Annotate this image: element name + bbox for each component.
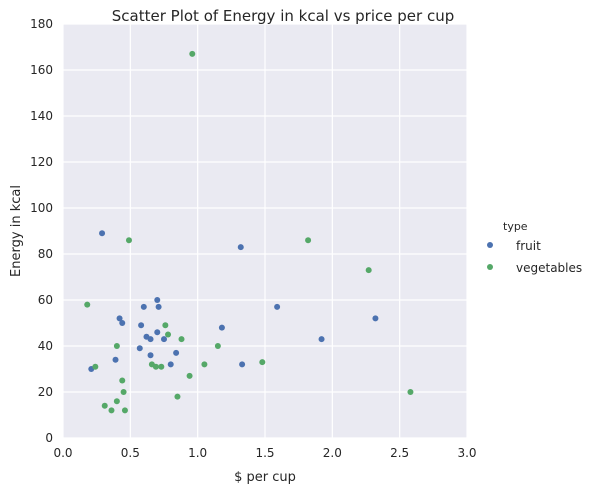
data-point-fruit bbox=[154, 329, 161, 336]
data-points bbox=[84, 50, 414, 414]
y-tick-label: 40 bbox=[38, 339, 53, 353]
legend-label-fruit: fruit bbox=[516, 239, 541, 253]
y-tick-label: 20 bbox=[38, 385, 53, 399]
data-point-vegetables bbox=[121, 407, 128, 414]
y-tick-label: 140 bbox=[30, 109, 53, 123]
x-tick-label: 0.0 bbox=[53, 446, 72, 460]
data-point-vegetables bbox=[259, 359, 266, 366]
data-point-vegetables bbox=[214, 343, 221, 349]
grid-lines bbox=[62, 23, 468, 439]
legend-label-vegetables: vegetables bbox=[516, 261, 582, 275]
legend: type fruit vegetables bbox=[487, 220, 582, 275]
data-point-vegetables bbox=[84, 301, 91, 308]
y-tick-label: 80 bbox=[38, 247, 53, 261]
data-point-fruit bbox=[155, 303, 162, 310]
y-tick-labels: 0 20 40 60 80 100 120 140 160 180 bbox=[30, 17, 53, 445]
data-point-vegetables bbox=[305, 237, 312, 244]
data-point-vegetables bbox=[407, 389, 414, 395]
y-tick-label: 60 bbox=[38, 293, 53, 307]
data-point-vegetables bbox=[119, 377, 126, 384]
data-point-vegetables bbox=[125, 237, 132, 244]
data-point-vegetables bbox=[186, 372, 193, 379]
data-point-fruit bbox=[167, 361, 174, 368]
data-point-fruit bbox=[161, 336, 167, 343]
data-point-fruit bbox=[147, 352, 154, 359]
y-tick-label: 120 bbox=[30, 155, 53, 169]
x-tick-labels: 0.0 0.5 1.0 1.5 2.0 2.5 3.0 bbox=[53, 446, 476, 460]
x-tick-label: 0.5 bbox=[121, 446, 140, 460]
data-point-fruit bbox=[237, 244, 244, 251]
data-point-fruit bbox=[318, 336, 325, 343]
data-point-fruit bbox=[136, 345, 143, 352]
chart-title: Scatter Plot of Energy in kcal vs price … bbox=[112, 7, 454, 25]
x-tick-label: 1.0 bbox=[188, 446, 207, 460]
data-point-fruit bbox=[218, 324, 225, 331]
x-tick-label: 2.5 bbox=[390, 446, 409, 460]
data-point-fruit bbox=[99, 230, 106, 237]
data-point-fruit bbox=[173, 349, 180, 356]
data-point-vegetables bbox=[158, 363, 165, 370]
data-point-vegetables bbox=[92, 363, 99, 370]
data-point-vegetables bbox=[108, 407, 115, 414]
x-tick-label: 2.0 bbox=[323, 446, 342, 460]
data-point-fruit bbox=[372, 315, 379, 322]
data-point-vegetables bbox=[165, 331, 172, 338]
data-point-fruit bbox=[154, 297, 161, 303]
x-axis-label: $ per cup bbox=[234, 470, 296, 485]
data-point-vegetables bbox=[152, 363, 159, 370]
data-point-vegetables bbox=[162, 322, 169, 329]
y-axis-label: Energy in kcal bbox=[9, 185, 24, 277]
data-point-vegetables bbox=[365, 267, 372, 274]
data-point-fruit bbox=[116, 315, 123, 322]
data-point-fruit bbox=[274, 303, 281, 310]
data-point-vegetables bbox=[189, 50, 196, 57]
data-point-fruit bbox=[138, 322, 145, 329]
y-tick-label: 160 bbox=[30, 63, 53, 77]
legend-marker-vegetables bbox=[487, 264, 493, 270]
data-point-vegetables bbox=[113, 343, 120, 349]
data-point-vegetables bbox=[113, 398, 120, 405]
data-point-vegetables bbox=[120, 389, 127, 395]
data-point-fruit bbox=[112, 356, 119, 363]
y-tick-label: 100 bbox=[30, 201, 53, 215]
y-tick-label: 0 bbox=[45, 431, 53, 445]
data-point-fruit bbox=[119, 320, 126, 326]
legend-marker-fruit bbox=[487, 242, 493, 248]
data-point-fruit bbox=[147, 336, 154, 343]
data-point-vegetables bbox=[174, 393, 181, 400]
y-tick-label: 180 bbox=[30, 17, 53, 31]
data-point-vegetables bbox=[101, 402, 108, 409]
data-point-fruit bbox=[140, 303, 147, 310]
x-tick-label: 1.5 bbox=[255, 446, 274, 460]
legend-title: type bbox=[503, 220, 528, 233]
data-point-vegetables bbox=[201, 361, 208, 368]
data-point-fruit bbox=[239, 361, 246, 368]
x-tick-label: 3.0 bbox=[457, 446, 476, 460]
data-point-vegetables bbox=[178, 336, 185, 343]
